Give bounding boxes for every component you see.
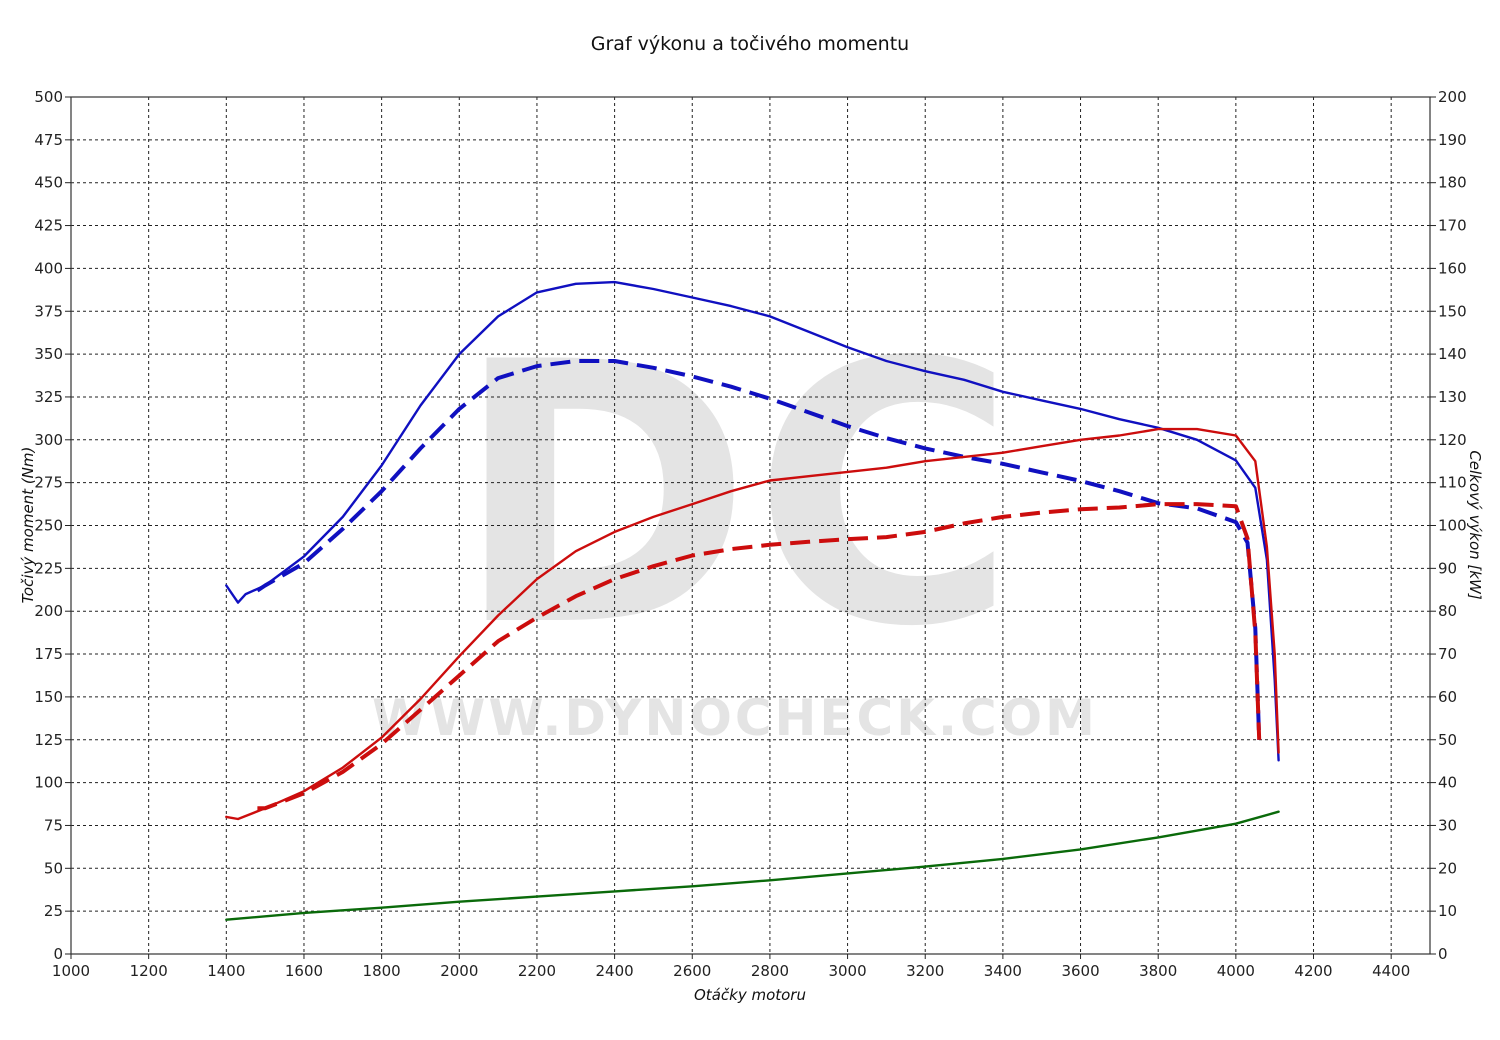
y-right-tick-label: 120 <box>1438 431 1467 449</box>
y-left-tick-label: 75 <box>44 816 63 834</box>
x-tick-label: 3200 <box>906 962 944 980</box>
x-tick-label: 2200 <box>518 962 556 980</box>
y-left-tick-label: 300 <box>34 431 63 449</box>
tick-labels: 1000 1200 1400 1600 1800 2000 2200 2400 2600 2800… <box>34 88 1466 980</box>
y-right-tick-label: 180 <box>1438 174 1467 192</box>
y-right-tick-label: 50 <box>1438 731 1457 749</box>
y-left-tick-label: 500 <box>34 88 63 106</box>
series-line-4 <box>257 502 1262 811</box>
y-right-tick-label: 20 <box>1438 859 1457 877</box>
x-axis-label: Otáčky motoru <box>694 986 806 1004</box>
y-right-tick-label: 70 <box>1438 645 1457 663</box>
y-right-tick-label: 100 <box>1438 517 1467 535</box>
x-tick-label: 2000 <box>440 962 478 980</box>
x-tick-label: 3000 <box>828 962 866 980</box>
y-right-tick-label: 60 <box>1438 688 1457 706</box>
y-axis-right-label: Celkový výkon [kW] <box>1466 450 1484 600</box>
series-line-2 <box>256 359 1262 740</box>
x-tick-label: 1200 <box>130 962 168 980</box>
y-right-tick-label: 200 <box>1438 88 1467 106</box>
x-tick-label: 1400 <box>207 962 245 980</box>
y-right-tick-label: 140 <box>1438 345 1467 363</box>
x-tick-label: 1600 <box>285 962 323 980</box>
chart-title: Graf výkonu a točivého momentu <box>590 33 910 55</box>
y-right-tick-label: 80 <box>1438 602 1457 620</box>
watermark-url: WWW.DYNOCHECK.COM <box>372 689 1098 747</box>
series-line-5 <box>225 810 1280 921</box>
y-left-tick-label: 150 <box>34 688 63 706</box>
y-left-tick-label: 200 <box>34 602 63 620</box>
y-left-tick-label: 0 <box>53 945 63 963</box>
y-left-tick-label: 425 <box>34 217 63 235</box>
y-left-tick-label: 325 <box>34 388 63 406</box>
x-tick-label: 3400 <box>984 962 1022 980</box>
y-left-tick-label: 225 <box>34 559 63 577</box>
series-line-1 <box>225 280 1280 762</box>
x-tick-label: 1800 <box>363 962 401 980</box>
x-tick-label: 1000 <box>52 962 90 980</box>
series-line-3 <box>225 427 1280 821</box>
y-axis-left-label: Točivý moment (Nm) <box>19 447 37 604</box>
y-right-tick-label: 150 <box>1438 302 1467 320</box>
y-right-tick-label: 10 <box>1438 902 1457 920</box>
y-left-tick-label: 250 <box>34 517 63 535</box>
y-left-tick-label: 100 <box>34 774 63 792</box>
y-left-tick-label: 350 <box>34 345 63 363</box>
x-tick-label: 4400 <box>1372 962 1410 980</box>
y-left-tick-label: 175 <box>34 645 63 663</box>
watermark-logo: DC <box>453 286 1016 705</box>
y-left-tick-label: 375 <box>34 302 63 320</box>
x-tick-label: 2800 <box>751 962 789 980</box>
y-left-tick-label: 25 <box>44 902 63 920</box>
y-left-tick-label: 275 <box>34 474 63 492</box>
series-group <box>225 280 1280 921</box>
y-left-tick-label: 450 <box>34 174 63 192</box>
x-tick-label: 2400 <box>596 962 634 980</box>
x-tick-label: 4000 <box>1217 962 1255 980</box>
y-right-tick-label: 160 <box>1438 259 1467 277</box>
x-tick-label: 3600 <box>1061 962 1099 980</box>
y-right-tick-label: 30 <box>1438 816 1457 834</box>
y-left-tick-label: 400 <box>34 259 63 277</box>
y-right-tick-label: 110 <box>1438 474 1467 492</box>
y-right-tick-label: 170 <box>1438 217 1467 235</box>
y-left-tick-label: 125 <box>34 731 63 749</box>
x-tick-label: 3800 <box>1139 962 1177 980</box>
y-left-tick-label: 475 <box>34 131 63 149</box>
y-right-tick-label: 130 <box>1438 388 1467 406</box>
y-left-tick-label: 50 <box>44 859 63 877</box>
y-right-tick-label: 0 <box>1438 945 1448 963</box>
y-right-tick-label: 90 <box>1438 559 1457 577</box>
watermark: DC WWW.DYNOCHECK.COM <box>372 286 1098 747</box>
x-tick-label: 2600 <box>673 962 711 980</box>
x-tick-label: 4200 <box>1294 962 1332 980</box>
y-right-tick-label: 190 <box>1438 131 1467 149</box>
y-right-tick-label: 40 <box>1438 774 1457 792</box>
